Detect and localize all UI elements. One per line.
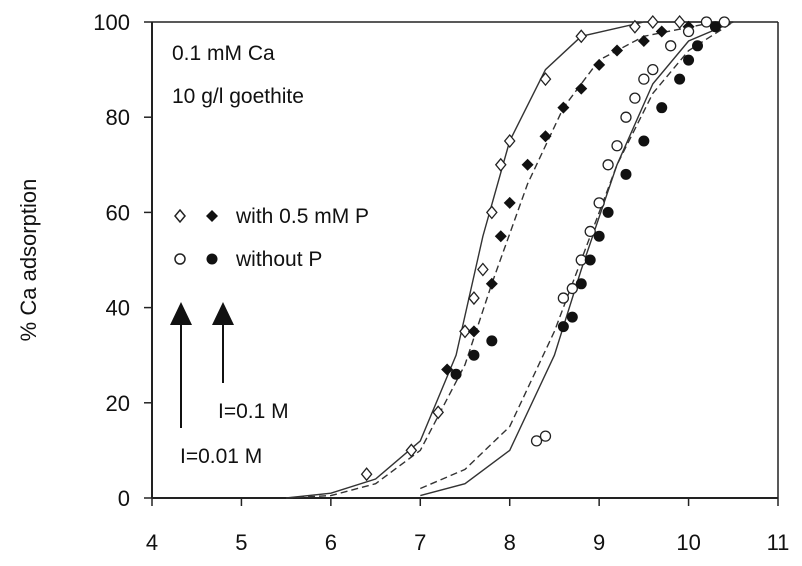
data-point-filled-circle	[593, 230, 605, 242]
y-tick-label: 20	[106, 391, 130, 416]
legend-without-p-label: without P	[235, 248, 322, 271]
data-points	[360, 14, 730, 482]
fit-curve-3	[420, 21, 734, 490]
data-point-open-circle	[647, 63, 659, 76]
ionic-high-label: I=0.1 M	[218, 400, 289, 423]
data-point-open-diamond	[360, 467, 373, 482]
data-point-open-diamond	[494, 157, 507, 172]
data-point-filled-circle	[602, 206, 614, 218]
data-point-filled-diamond	[441, 363, 454, 376]
legend-with-p-label: with 0.5 mM P	[235, 205, 369, 228]
data-point-filled-circle	[575, 278, 587, 290]
data-point-filled-circle	[450, 368, 462, 380]
legend-open-diamond-marker	[174, 208, 186, 224]
fitted-curves	[286, 21, 734, 499]
data-point-open-diamond	[646, 14, 659, 30]
data-point-filled-circle	[656, 102, 668, 114]
y-tick-label: 80	[106, 105, 130, 130]
x-tick-label: 4	[146, 530, 158, 555]
ionic-strength-arrows: I=0.1 M I=0.01 M	[170, 302, 289, 468]
data-point-open-circle	[602, 159, 614, 171]
y-tick-label: 0	[118, 486, 130, 511]
data-point-open-diamond	[539, 72, 552, 87]
data-point-open-diamond	[673, 14, 686, 30]
data-point-filled-diamond	[494, 230, 507, 243]
y-tick-label: 40	[106, 296, 130, 321]
x-tick-label: 11	[767, 530, 790, 555]
legend-filled-diamond-marker	[206, 210, 218, 222]
data-point-open-diamond	[432, 405, 445, 420]
data-point-filled-diamond	[575, 82, 588, 95]
fit-curve-2	[286, 21, 716, 499]
data-point-open-circle	[629, 92, 641, 104]
data-point-open-circle	[593, 197, 605, 209]
data-point-open-circle	[718, 16, 730, 28]
data-point-filled-diamond	[503, 196, 516, 209]
x-tick-label: 9	[593, 530, 605, 555]
data-point-filled-circle	[584, 254, 596, 266]
data-point-open-circle	[584, 225, 596, 238]
data-point-open-circle	[638, 73, 650, 85]
x-tick-label: 8	[504, 530, 516, 555]
data-point-filled-circle	[468, 349, 480, 361]
data-point-filled-circle	[620, 168, 632, 180]
data-point-filled-circle	[486, 335, 498, 347]
arrow-head-low	[170, 302, 192, 325]
y-axis-label: % Ca adsorption	[16, 179, 41, 342]
data-point-open-diamond	[503, 133, 516, 149]
data-point-filled-circle	[709, 21, 721, 33]
conditions-line-2: 10 g/l goethite	[172, 85, 304, 108]
data-point-filled-circle	[638, 135, 650, 147]
data-point-open-circle	[620, 111, 632, 123]
data-point-filled-diamond	[467, 325, 480, 338]
data-point-filled-diamond	[611, 44, 624, 57]
data-point-filled-diamond	[593, 58, 606, 71]
y-tick-label: 100	[93, 10, 130, 35]
data-point-open-diamond	[485, 205, 498, 220]
data-point-open-diamond	[405, 443, 418, 458]
x-tick-label: 7	[414, 530, 426, 555]
legend-filled-circle-marker	[206, 253, 218, 265]
data-point-filled-diamond	[557, 101, 570, 114]
data-point-filled-circle	[674, 73, 686, 85]
fit-curve-1	[286, 21, 734, 499]
data-point-filled-circle	[557, 321, 569, 333]
arrow-head-high	[212, 302, 234, 325]
data-point-open-circle	[566, 282, 578, 295]
x-ticks: 4 5 6 7 8 9 10 11	[146, 498, 790, 555]
ionic-low-label: I=0.01 M	[180, 445, 262, 468]
data-point-filled-circle	[692, 40, 704, 52]
data-point-filled-circle	[566, 311, 578, 323]
data-point-open-circle	[611, 140, 623, 152]
fit-curve-4	[420, 21, 734, 497]
data-point-open-circle	[557, 292, 570, 304]
data-point-open-circle	[700, 16, 713, 28]
data-point-filled-diamond	[637, 35, 650, 48]
data-point-open-diamond	[477, 262, 489, 277]
conditions-line-1: 0.1 mM Ca	[172, 42, 275, 65]
data-point-open-diamond	[575, 29, 588, 44]
data-point-filled-diamond	[655, 25, 668, 38]
data-point-filled-circle	[683, 54, 695, 66]
y-tick-label: 60	[106, 200, 130, 225]
data-point-open-circle	[539, 430, 552, 442]
data-point-open-diamond	[459, 324, 471, 339]
data-point-filled-diamond	[485, 277, 498, 290]
data-point-open-circle	[530, 435, 543, 447]
x-tick-label: 10	[676, 530, 700, 555]
data-point-filled-diamond	[521, 158, 534, 171]
data-point-filled-diamond	[539, 130, 552, 143]
y-ticks: 0 20 40 60 80 100	[93, 10, 152, 511]
data-point-open-diamond	[629, 19, 641, 34]
plot-frame	[151, 21, 779, 499]
legend-open-circle-marker	[174, 253, 186, 265]
x-tick-label: 5	[235, 530, 247, 555]
data-point-open-circle	[665, 40, 677, 52]
legend: with 0.5 mM P without P	[174, 205, 369, 271]
x-tick-label: 6	[325, 530, 337, 555]
data-point-open-circle	[682, 25, 695, 38]
data-point-open-diamond	[468, 291, 480, 306]
